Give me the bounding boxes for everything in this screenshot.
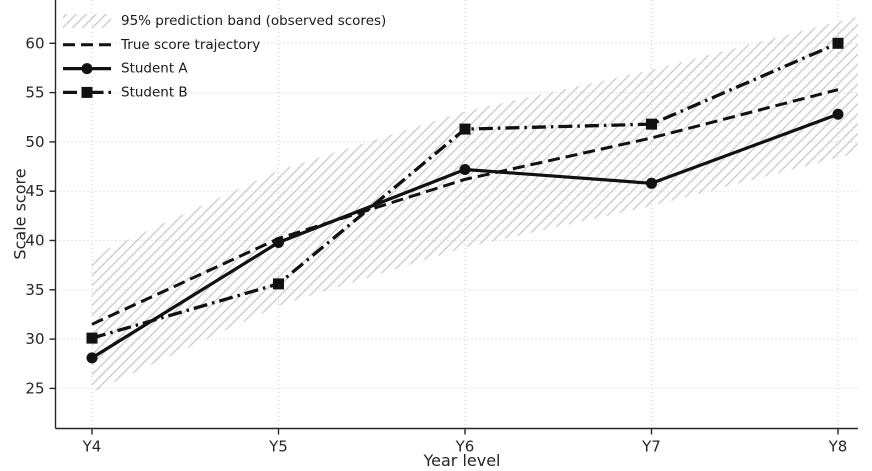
legend-band-swatch [63,14,111,28]
x-tick-label: Y5 [268,438,288,456]
legend-item: Student A [63,61,188,77]
legend-item: Student B [63,84,188,100]
data-point-marker [459,123,471,135]
y-tick-label: 30 [25,330,44,348]
y-tick-label: 35 [25,281,44,299]
data-point-marker [646,177,657,189]
x-tick-label: Y6 [455,438,475,456]
legend-square-marker [81,86,93,98]
data-point-marker [832,108,844,120]
x-axis-label: Year level [422,451,500,470]
prediction-band [92,16,858,393]
x-tick-label: Y8 [828,438,848,456]
data-point-marker [832,37,844,49]
data-point-marker [273,236,284,248]
data-point-marker [459,164,471,176]
legend-item: True score trajectory [63,37,260,53]
legend-circle-marker [81,63,93,75]
series-line-true-score-trajectory [91,88,839,326]
legend-label: Student B [121,84,188,100]
legend: 95% prediction band (observed scores) Tru… [63,13,386,100]
legend-label: Student A [121,61,188,77]
y-axis-label: Scale score [11,168,30,259]
y-tick-label: 50 [25,133,44,151]
series-student-a [86,108,844,364]
y-tick-label: 25 [25,379,44,397]
y-tick-label: 55 [25,84,44,102]
legend-label: True score trajectory [120,37,260,53]
x-tick-label: Y7 [641,438,661,456]
y-tick-label: 60 [25,34,44,52]
series-true-score-trajectory [91,88,839,326]
y-tick-label: 45 [25,182,44,200]
data-point-marker [86,352,98,364]
x-tick-label: Y4 [82,438,102,456]
data-point-marker [646,118,657,130]
axes: 25 30 35 40 45 50 55 60 Y4 Y5 Y6 Y7 Y8 Scale score Yea… [11,0,858,470]
series-student-b [86,37,844,344]
y-tick-label: 40 [25,232,44,250]
data-point-marker [273,278,284,290]
data-point-marker [86,332,98,344]
legend-item: 95% prediction band (observed scores) [63,13,386,29]
legend-label: 95% prediction band (observed scores) [121,13,386,29]
